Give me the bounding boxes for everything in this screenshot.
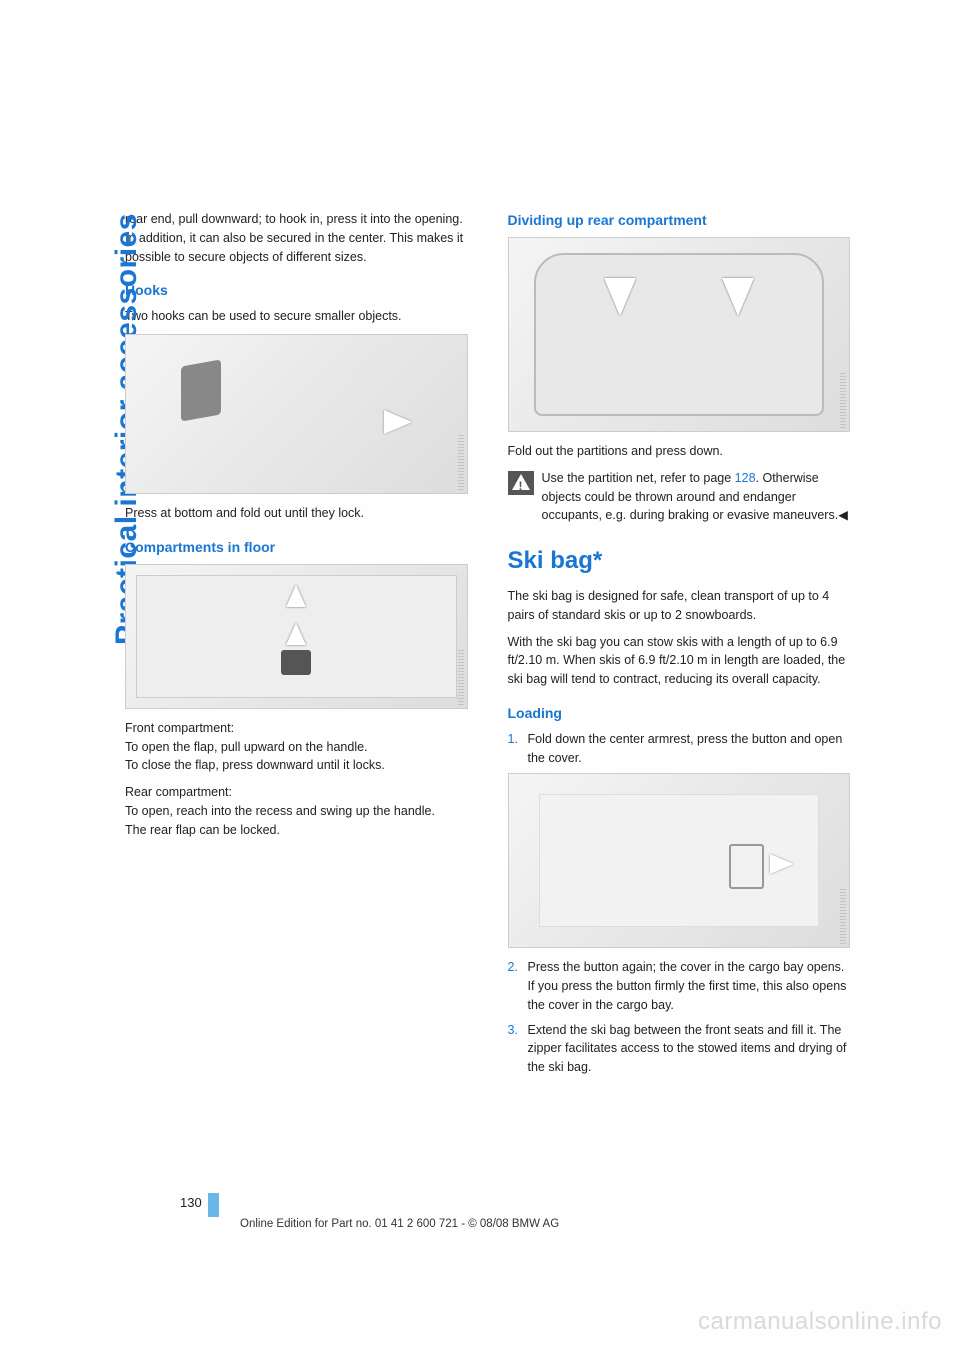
comp-rear: Rear compartment: To open, reach into th… [125,783,468,839]
loading-step-2: 2. Press the button again; the cover in … [508,958,851,1014]
warning-icon [508,471,534,495]
heading-loading: Loading [508,703,851,724]
left-column: rear end, pull downward; to hook in, pre… [125,210,468,1083]
hooks-paragraph: Two hooks can be used to secure smaller … [125,307,468,326]
figure-rear-compartment [508,237,851,432]
step-number: 3. [508,1021,528,1077]
figure-hooks [125,334,468,494]
step-number: 1. [508,730,528,768]
footer-text: Online Edition for Part no. 01 41 2 600 … [240,1218,559,1230]
heading-ski-bag: Ski bag* [508,543,851,579]
heading-dividing: Dividing up rear compartment [508,210,851,231]
warning-block: Use the partition net, refer to page 128… [508,469,851,525]
intro-paragraph: rear end, pull downward; to hook in, pre… [125,210,468,266]
page-marker [208,1193,219,1217]
step-number: 2. [508,958,528,1014]
figure-floor-compartments [125,564,468,709]
heading-compartments: Compartments in floor [125,537,468,558]
warning-text: Use the partition net, refer to page 128… [542,469,851,525]
page-content: rear end, pull downward; to hook in, pre… [0,0,960,1083]
loading-step-1: 1. Fold down the center armrest, press t… [508,730,851,768]
comp-front: Front compartment: To open the flap, pul… [125,719,468,775]
watermark: carmanualsonline.info [698,1308,942,1336]
figure-loading [508,773,851,948]
loading-step-3: 3. Extend the ski bag between the front … [508,1021,851,1077]
heading-hooks: Hooks [125,280,468,301]
page-link-128[interactable]: 128 [735,471,756,485]
dividing-caption: Fold out the partitions and press down. [508,442,851,461]
page-number: 130 [180,1195,202,1210]
ski-p2: With the ski bag you can stow skis with … [508,633,851,689]
right-column: Dividing up rear compartment Fold out th… [508,210,851,1083]
hooks-caption: Press at bottom and fold out until they … [125,504,468,523]
ski-p1: The ski bag is designed for safe, clean … [508,587,851,625]
